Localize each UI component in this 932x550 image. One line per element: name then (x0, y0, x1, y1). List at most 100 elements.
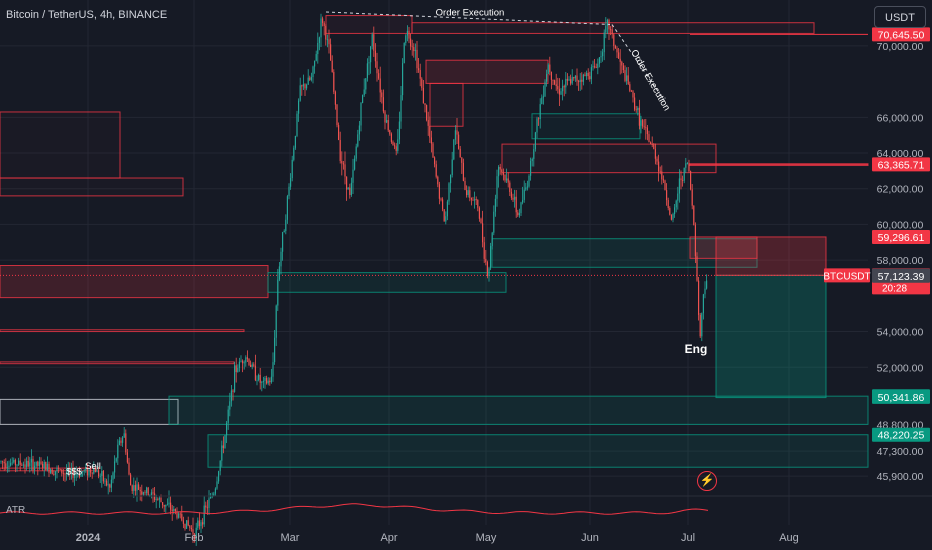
candle-body (674, 207, 676, 214)
candle-body (418, 68, 420, 71)
candle-body (389, 130, 391, 134)
zone-box (715, 236, 827, 276)
candle-body (67, 469, 69, 474)
candle-body (600, 56, 602, 58)
candle-body (467, 190, 469, 196)
candle-body (504, 174, 506, 181)
candle-body (690, 171, 692, 190)
candle-body (96, 470, 98, 473)
candle-body (310, 77, 312, 80)
candle-body (99, 475, 101, 477)
candle-body (82, 471, 84, 473)
candle-body (158, 497, 160, 500)
candle-body (522, 199, 524, 203)
candle-body (56, 468, 58, 471)
price-tick-label: 45,900.00 (877, 471, 924, 483)
candle-body (6, 466, 8, 468)
candle-body (454, 130, 456, 140)
candle-body (274, 337, 276, 363)
candle-body (181, 514, 183, 521)
candle-body (280, 251, 282, 267)
candle-body (304, 84, 306, 89)
candle-body (18, 460, 20, 465)
candle-body (206, 507, 208, 509)
candle-body (523, 189, 525, 200)
candle-body (120, 440, 122, 443)
price-level-labels: 70,645.5063,365.7159,296.6157,149.9920:2… (823, 27, 930, 442)
candle-body (10, 463, 12, 466)
candle-body (61, 469, 63, 474)
candle-body (379, 78, 381, 93)
candle-body (309, 77, 311, 80)
candle-body (86, 467, 88, 476)
price-level-label: 57,123.39 (878, 271, 925, 283)
candle-body (222, 445, 224, 449)
candle-body (251, 364, 253, 367)
candle-body (595, 67, 597, 69)
price-level-box (872, 27, 930, 42)
candle-body (118, 440, 120, 445)
candle-body (269, 380, 271, 383)
candle-body (341, 160, 343, 164)
zone-box (491, 238, 758, 268)
price-level-label: 70,645.50 (878, 29, 925, 41)
candle-body (210, 497, 212, 499)
time-tick-label: Jul (681, 532, 695, 544)
candle-body (571, 77, 573, 84)
annotation-label: Order Execution (436, 8, 505, 19)
candle-body (477, 200, 479, 208)
candle-body (650, 142, 652, 145)
candle-body (613, 34, 615, 46)
candle-body (542, 96, 544, 98)
candle-body (238, 361, 240, 368)
currency-button[interactable]: USDT (874, 6, 926, 28)
candle-body (410, 38, 412, 47)
candle-body (147, 487, 149, 496)
candle-body (224, 435, 226, 449)
candle-body (400, 95, 402, 122)
candle-body (669, 208, 671, 215)
candle-body (606, 19, 608, 26)
candle-body (413, 47, 415, 52)
candle-body (178, 513, 180, 518)
candle-body (438, 184, 440, 199)
candle-body (131, 485, 133, 491)
candle-body (170, 502, 172, 510)
time-axis[interactable]: 2024 Feb Mar Apr May Jun Jul Aug (76, 532, 799, 544)
candle-body (578, 81, 580, 83)
candle-body (661, 171, 663, 180)
candle-body (646, 127, 648, 135)
candle-body (102, 470, 104, 482)
candle-body (198, 520, 200, 527)
lightning-icon[interactable]: ⚡ (697, 471, 717, 491)
candle-body (123, 433, 125, 438)
candle-body (253, 364, 255, 366)
candle-body (78, 473, 80, 477)
candle-body (136, 484, 138, 491)
candle-body (45, 461, 47, 471)
candle-body (315, 54, 317, 61)
candle-body (32, 458, 34, 471)
candle-body (558, 89, 560, 95)
candle-body (88, 469, 90, 476)
candle-body (30, 458, 32, 463)
candle-body (27, 460, 29, 467)
candle-body (62, 473, 64, 475)
candle-body (14, 459, 16, 466)
candle-body (562, 86, 564, 92)
candle-body (405, 35, 407, 44)
candle-body (162, 502, 164, 506)
candle-body (501, 169, 503, 173)
candle-body (402, 63, 404, 96)
candle-body (229, 401, 231, 410)
candle-body (230, 390, 232, 402)
candle-body (50, 469, 52, 473)
candle-body (35, 461, 37, 466)
candles (0, 13, 708, 546)
zone-box (207, 434, 869, 468)
price-axis[interactable]: 45,900.0047,300.0048,800.0052,000.0054,0… (877, 41, 924, 483)
candle-body (357, 134, 359, 147)
candle-body (322, 18, 324, 23)
supply-demand-zones (0, 15, 869, 472)
